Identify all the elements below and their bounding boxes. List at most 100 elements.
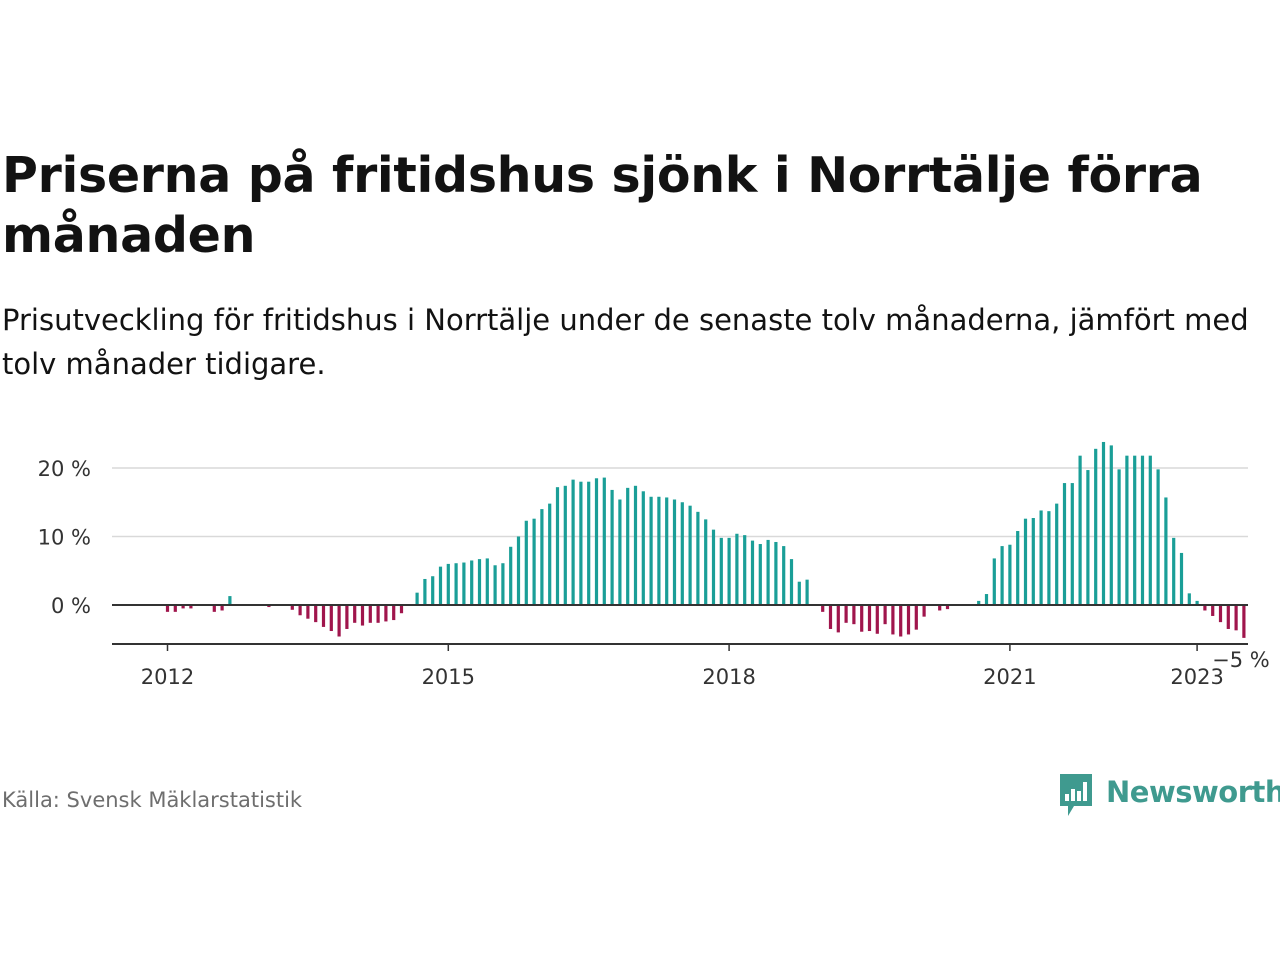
bar: [306, 605, 310, 619]
bar: [1047, 511, 1051, 605]
bar: [883, 605, 887, 625]
bar: [688, 505, 692, 605]
bar: [384, 605, 388, 622]
bar: [844, 605, 848, 623]
bar: [516, 536, 521, 605]
bar: [672, 499, 677, 605]
bar: [431, 576, 435, 605]
bar: [321, 605, 326, 627]
bar: [665, 497, 669, 605]
bar: [743, 535, 747, 605]
bar: [852, 605, 856, 625]
brand-name: Newsworthy: [1106, 775, 1280, 809]
bar: [1109, 445, 1113, 605]
bar: [555, 487, 560, 605]
bar: [189, 605, 193, 609]
source-note: Källa: Svensk Mäklarstatistik: [2, 788, 303, 812]
bar: [446, 563, 450, 605]
bar: [626, 487, 630, 605]
chart-subtitle: Prisutveckling för fritidshus i Norrtälj…: [2, 303, 1249, 381]
bar: [1070, 483, 1074, 605]
bar: [1086, 470, 1090, 605]
bar: [649, 496, 653, 605]
bar: [1242, 605, 1246, 638]
bar: [735, 533, 739, 605]
x-tick-label: 2021: [983, 665, 1036, 689]
bar: [602, 477, 606, 605]
bar: [228, 596, 232, 605]
bar: [438, 566, 443, 605]
bar: [992, 558, 996, 605]
bar: [1195, 600, 1199, 605]
bar: [314, 605, 318, 623]
bar: [1187, 593, 1191, 605]
bar: [1226, 605, 1230, 629]
x-tick-label: 2023: [1170, 665, 1223, 689]
bar: [1062, 483, 1067, 605]
bar: [1039, 510, 1043, 605]
bar: [392, 605, 396, 621]
y-tick-label: 20 %: [38, 457, 91, 481]
bar: [1164, 497, 1168, 605]
bar: [345, 605, 349, 629]
bar: [220, 605, 224, 611]
bar: [353, 605, 357, 623]
bar: [493, 565, 497, 605]
bar: [821, 605, 825, 612]
bar: [836, 605, 840, 633]
bar: [680, 502, 684, 605]
bar: [782, 546, 786, 605]
bar: [423, 578, 427, 605]
bar: [766, 539, 770, 605]
bar: [875, 605, 879, 634]
bar: [906, 605, 911, 635]
bar: [212, 605, 216, 612]
bar: [165, 605, 170, 612]
bar-chart: 0 % 10 % 20 % 2012 2015 2018 2021 2023−5 %: [38, 441, 1272, 689]
bar: [805, 579, 809, 605]
bar: [984, 594, 989, 605]
bar: [532, 518, 536, 605]
bar: [758, 544, 762, 605]
bar: [1133, 455, 1137, 605]
bar: [938, 605, 942, 611]
bar: [181, 605, 185, 609]
bar: [977, 600, 981, 605]
bar: [1031, 518, 1035, 605]
bar: [1218, 605, 1223, 623]
bar: [867, 605, 872, 632]
bar: [727, 537, 731, 605]
bar: [945, 605, 950, 610]
bar: [540, 509, 544, 605]
bar: [610, 489, 614, 605]
bar: [1016, 531, 1020, 605]
x-tick-label: 2015: [422, 665, 475, 689]
bar: [1156, 469, 1160, 605]
bar: [1008, 544, 1012, 605]
bar: [485, 558, 489, 605]
bar: [298, 605, 302, 616]
bar: [173, 605, 177, 612]
bar: [360, 605, 365, 626]
bar: [1078, 455, 1082, 605]
bar: [509, 546, 513, 605]
bar: [1023, 518, 1028, 605]
bar: [774, 541, 778, 605]
bar: [789, 559, 794, 605]
bar: [657, 496, 661, 605]
bar: [719, 537, 723, 605]
bar: [750, 540, 755, 605]
bar: [1117, 469, 1121, 605]
bar: [1125, 455, 1129, 605]
bar: [587, 481, 591, 605]
bar: [579, 481, 583, 605]
bar: [376, 605, 380, 623]
bar: [563, 485, 567, 605]
bar: [501, 563, 505, 605]
bar: [1148, 455, 1152, 605]
bar: [1211, 605, 1215, 616]
x-tick-label: 2012: [141, 665, 194, 689]
bar: [899, 605, 903, 637]
bar: [329, 605, 333, 632]
bar: [454, 563, 458, 605]
